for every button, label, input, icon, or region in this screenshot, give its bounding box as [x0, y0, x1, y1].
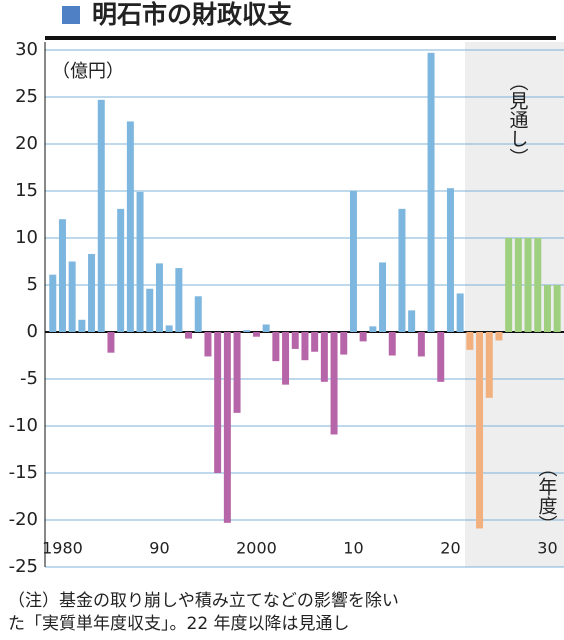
bar — [408, 310, 416, 332]
x-tick-label: 2000 — [236, 539, 277, 558]
bar — [330, 332, 338, 435]
y-tick-label: 20 — [15, 133, 38, 154]
bar — [417, 332, 425, 357]
bar — [49, 274, 57, 332]
bar — [136, 191, 144, 332]
y-tick-label: -10 — [9, 415, 38, 436]
bar — [437, 332, 445, 382]
bar — [485, 332, 493, 398]
y-tick-label: 0 — [27, 321, 38, 342]
bar — [282, 332, 290, 385]
bar — [272, 332, 280, 362]
bar — [78, 319, 86, 332]
bar — [534, 238, 542, 332]
bar — [146, 288, 154, 332]
y-tick-label: 30 — [15, 39, 38, 60]
y-tick-label: -15 — [9, 462, 38, 483]
x-axis-label: （年度） — [536, 458, 558, 534]
y-tick-label: 5 — [27, 274, 38, 295]
bar — [553, 285, 561, 332]
note-line: た「実質単年度収支」。22 年度以降は見通し — [8, 614, 350, 634]
bar — [262, 324, 270, 332]
note: （注）基金の取り崩しや積み立てなどの影響を除い た「実質単年度収支」。22 年度… — [8, 590, 564, 636]
chart: 明石市の財政収支 -25 -20 -15 -10 -5 0 5 10 15 20 25 30 1980 9… — [9, 0, 564, 577]
forecast-label: （見通し） — [507, 72, 529, 167]
bar — [204, 332, 212, 357]
bar — [543, 285, 551, 332]
bar — [155, 263, 163, 332]
note-line: （注）基金の取り崩しや積み立てなどの影響を除い — [8, 591, 399, 611]
y-tick-label: -5 — [20, 368, 38, 389]
y-tick-label: -25 — [9, 556, 38, 577]
bar — [88, 253, 96, 332]
bar — [68, 261, 76, 332]
bar — [320, 332, 328, 382]
bar — [252, 332, 260, 337]
bar — [456, 293, 464, 332]
bar — [505, 238, 513, 332]
bar — [379, 262, 387, 332]
x-tick-label: 20 — [440, 539, 460, 558]
bar — [349, 191, 357, 332]
bar — [340, 332, 348, 355]
bar — [524, 238, 532, 332]
bar — [214, 332, 222, 473]
bar — [311, 332, 319, 352]
bar — [97, 99, 105, 332]
y-tick-label: 10 — [15, 227, 38, 248]
bar — [223, 332, 231, 523]
bar — [117, 208, 125, 332]
bar — [398, 208, 406, 332]
y-tick-label: 15 — [15, 180, 38, 201]
bar — [107, 332, 115, 353]
bar — [58, 219, 66, 332]
bar — [446, 188, 454, 332]
bar — [233, 332, 241, 413]
chart-title: 明石市の財政収支 — [92, 0, 292, 29]
bar — [175, 268, 183, 332]
y-tick-label: -20 — [9, 509, 38, 530]
bar — [301, 332, 309, 361]
bar — [194, 296, 202, 332]
bar — [466, 332, 474, 350]
y-tick-label: 25 — [15, 86, 38, 107]
bar — [427, 52, 435, 332]
bar — [243, 330, 251, 332]
bar — [388, 332, 396, 356]
bar — [476, 332, 484, 529]
bar — [165, 325, 173, 332]
y-axis-label: （億円） — [52, 61, 124, 82]
bar — [291, 332, 299, 349]
bar — [359, 332, 367, 342]
x-tick-label: 1980 — [42, 539, 83, 558]
bar — [514, 238, 522, 332]
x-tick-label: 90 — [149, 539, 169, 558]
bar — [185, 332, 193, 339]
x-tick-label: 10 — [343, 539, 363, 558]
title-marker — [62, 6, 80, 24]
bar — [369, 326, 377, 332]
x-tick-label: 30 — [537, 539, 557, 558]
bar — [495, 332, 503, 341]
bar — [126, 121, 134, 332]
